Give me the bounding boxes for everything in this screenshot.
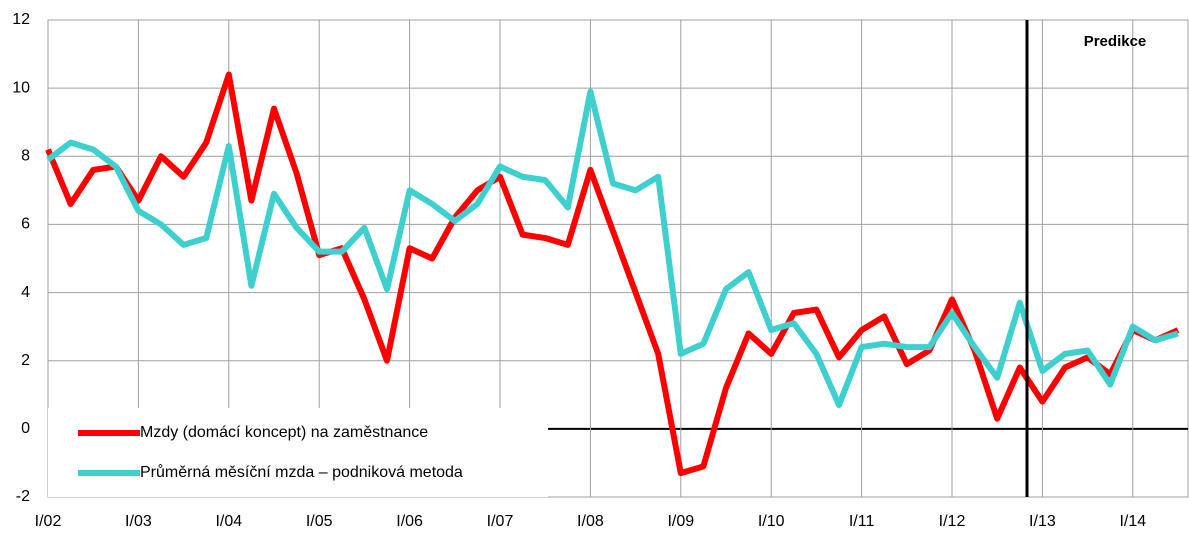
x-tick-label: I/03 bbox=[125, 513, 152, 530]
series-line bbox=[46, 88, 1179, 409]
x-tick-label: I/05 bbox=[306, 513, 333, 530]
y-tick-label: 4 bbox=[21, 284, 30, 301]
legend: Mzdy (domácí koncept) na zaměstnance Prům… bbox=[78, 424, 463, 481]
x-tick-label: I/06 bbox=[396, 513, 423, 530]
x-tick-label: I/08 bbox=[577, 513, 604, 530]
x-tick-label: I/11 bbox=[849, 513, 875, 530]
legend-label: Průměrná měsíční mzda – podniková metoda bbox=[140, 463, 463, 481]
x-tick-label: I/04 bbox=[215, 513, 242, 530]
y-tick-label: -2 bbox=[16, 488, 30, 505]
annotation: Predikce bbox=[1084, 33, 1147, 50]
x-tick-label: I/14 bbox=[1119, 513, 1146, 530]
x-tick-label: I/07 bbox=[487, 513, 514, 530]
y-tick-label: 2 bbox=[21, 352, 30, 369]
x-tick-label: I/10 bbox=[758, 513, 785, 530]
x-tick-label: I/09 bbox=[667, 513, 694, 530]
y-tick-label: 0 bbox=[21, 420, 30, 437]
y-tick-label: 6 bbox=[21, 216, 30, 233]
y-tick-label: 8 bbox=[21, 148, 30, 165]
series-line bbox=[45, 71, 1180, 477]
x-tick-label: I/12 bbox=[939, 513, 966, 530]
x-tick-label: I/02 bbox=[35, 513, 62, 530]
legend-label: Mzdy (domácí koncept) na zaměstnance bbox=[140, 424, 428, 441]
y-tick-label: 10 bbox=[12, 79, 30, 96]
legend-box bbox=[48, 408, 548, 497]
x-tick-label: I/13 bbox=[1029, 513, 1056, 530]
y-tick-label: 12 bbox=[12, 11, 30, 28]
lines bbox=[45, 71, 1180, 477]
